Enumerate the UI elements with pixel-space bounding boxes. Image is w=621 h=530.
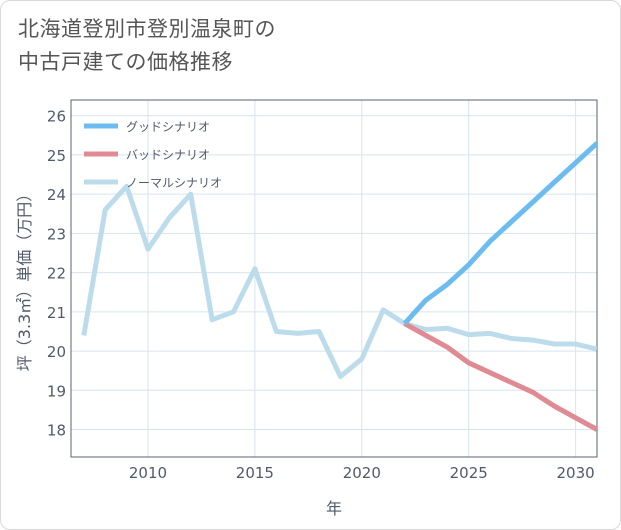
chart-title: 北海道登別市登別温泉町の 中古戸建ての価格推移 xyxy=(18,13,378,79)
plot-frame xyxy=(70,99,598,458)
series-line-3 xyxy=(81,183,597,380)
legend-label: グッドシナリオ xyxy=(126,120,210,134)
series-group xyxy=(81,141,597,432)
y-axis-label: 坪（3.3㎡）単価（万円） xyxy=(15,186,34,371)
x-tick-label: 2020 xyxy=(343,464,381,482)
y-tick-label: 19 xyxy=(47,382,66,400)
y-tick-label: 22 xyxy=(47,265,66,283)
x-tick-label: 2015 xyxy=(236,464,274,482)
y-tick-label: 25 xyxy=(47,147,66,165)
y-tick-label: 21 xyxy=(47,304,66,322)
legend-label: バッドシナリオ xyxy=(126,148,210,162)
chart-title-line1: 北海道登別市登別温泉町の xyxy=(18,17,276,41)
y-tick-label: 24 xyxy=(47,186,66,204)
x-axis-label: 年 xyxy=(326,499,342,518)
x-tick-label: 2030 xyxy=(557,464,595,482)
x-tick-label: 2025 xyxy=(450,464,488,482)
x-tick-label: 2010 xyxy=(129,464,167,482)
y-tick-label: 23 xyxy=(47,225,66,243)
y-tick-label: 20 xyxy=(47,343,66,361)
series-line-2 xyxy=(403,321,597,432)
y-tick-label: 18 xyxy=(47,422,66,440)
chart-title-line2: 中古戸建ての価格推移 xyxy=(18,50,233,74)
legend-label: ノーマルシナリオ xyxy=(126,176,222,190)
y-tick-label: 26 xyxy=(47,108,66,126)
series-line-1 xyxy=(402,141,597,326)
